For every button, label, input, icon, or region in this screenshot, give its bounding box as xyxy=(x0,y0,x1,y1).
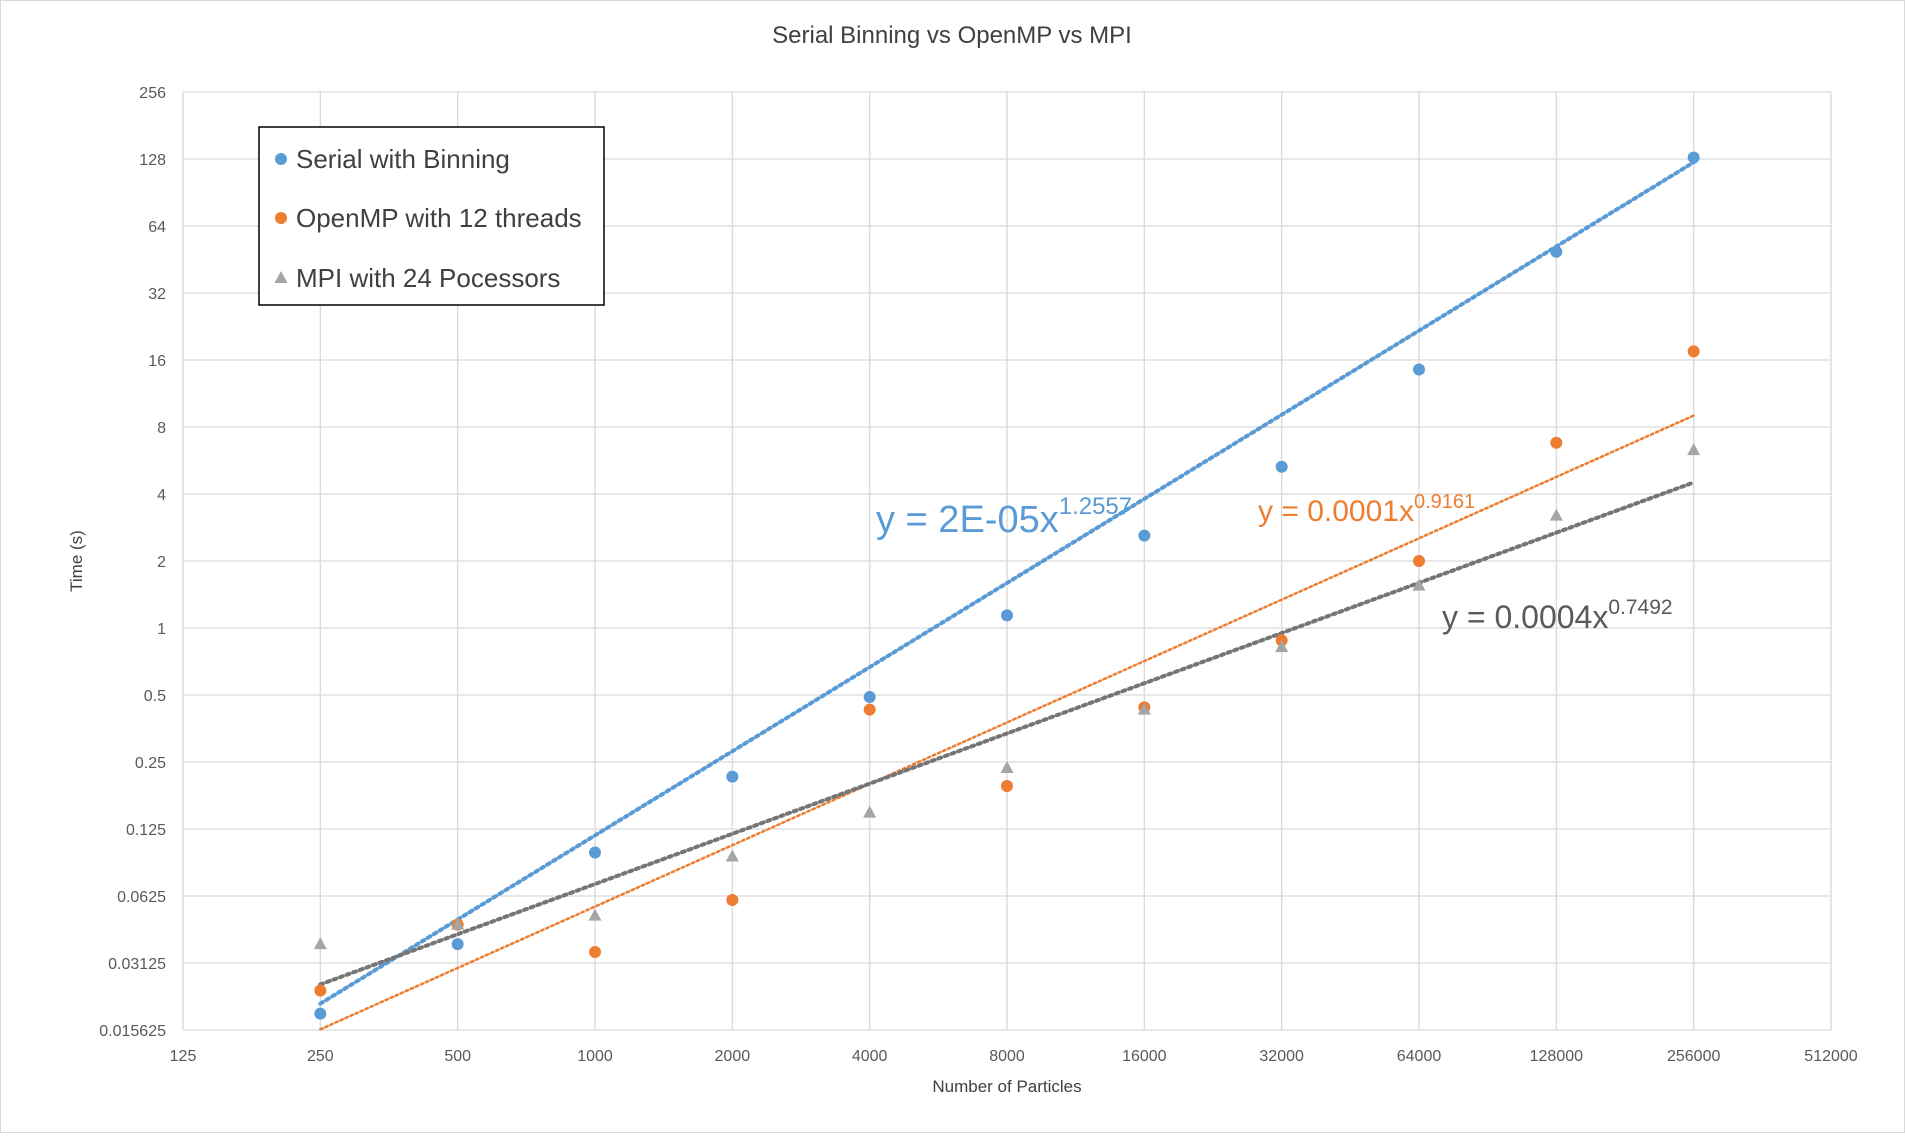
y-tick-label: 8 xyxy=(157,420,166,437)
data-point xyxy=(1001,609,1013,622)
data-point xyxy=(1138,529,1151,542)
data-point xyxy=(863,703,876,716)
data-point xyxy=(726,893,739,906)
data-point xyxy=(1687,443,1701,456)
data-point xyxy=(314,1007,327,1020)
trendline-equation: y = 0.0004x0.7492 xyxy=(1442,596,1673,635)
data-point xyxy=(1275,640,1289,653)
legend: Serial with Binning OpenMP with 12 thread… xyxy=(258,126,605,306)
data-point xyxy=(1137,702,1151,715)
data-point xyxy=(589,846,601,859)
data-point xyxy=(451,917,465,930)
y-tick-label: 2 xyxy=(157,554,166,571)
trendline-1 xyxy=(319,414,1695,1031)
x-tick-label: 250 xyxy=(307,1048,334,1065)
y-axis-label: Time (s) xyxy=(67,530,86,592)
x-tick-label: 2000 xyxy=(715,1048,751,1065)
data-point xyxy=(726,770,739,783)
data-point xyxy=(725,849,739,862)
data-point xyxy=(1413,555,1425,567)
y-tick-label: 1 xyxy=(157,621,166,638)
x-tick-label: 4000 xyxy=(852,1048,888,1065)
data-point xyxy=(1687,345,1700,358)
y-tick-label: 256 xyxy=(139,85,166,102)
y-tick-labels: 0.015625 0.03125 0.0625 0.125 0.25 0.5 1 2 4 8 16 3… xyxy=(99,85,166,1040)
y-tick-label: 0.125 xyxy=(126,822,166,839)
y-tick-label: 32 xyxy=(148,286,166,303)
data-point xyxy=(863,805,877,818)
trendline-0 xyxy=(318,160,1696,1006)
legend-marker xyxy=(275,212,287,224)
trendline-2 xyxy=(318,480,1696,987)
data-point xyxy=(863,690,876,703)
x-tick-label: 128000 xyxy=(1530,1048,1583,1065)
x-tick-label: 8000 xyxy=(989,1048,1025,1065)
legend-label: OpenMP with 12 threads xyxy=(296,203,582,233)
y-tick-label: 0.5 xyxy=(144,688,166,705)
equation-base: y = 0.0004x xyxy=(1442,599,1608,635)
data-point xyxy=(1550,245,1563,258)
y-tick-label: 4 xyxy=(157,487,166,504)
y-tick-label: 128 xyxy=(139,152,166,169)
x-axis-label: Number of Particles xyxy=(932,1077,1081,1096)
chart-title: Serial Binning vs OpenMP vs MPI xyxy=(772,22,1132,49)
y-tick-label: 0.015625 xyxy=(99,1023,166,1040)
x-tick-label: 512000 xyxy=(1804,1048,1857,1065)
data-point xyxy=(1275,460,1288,473)
y-tick-label: 0.25 xyxy=(135,755,166,772)
x-tick-label: 16000 xyxy=(1122,1048,1167,1065)
data-point xyxy=(1000,760,1014,773)
legend-marker xyxy=(275,153,287,165)
data-point xyxy=(1413,363,1425,376)
legend-marker xyxy=(274,271,288,283)
data-point xyxy=(314,984,327,997)
data-point xyxy=(313,937,327,950)
y-tick-label: 0.0625 xyxy=(117,889,166,906)
equation-base: y = 2E-05x xyxy=(876,499,1059,541)
x-tick-label: 1000 xyxy=(577,1048,613,1065)
data-point xyxy=(1549,508,1563,521)
equation-exponent: 1.2557 xyxy=(1059,493,1132,520)
data-point xyxy=(589,946,601,959)
x-tick-label: 64000 xyxy=(1397,1048,1442,1065)
trendline-equation: y = 0.0001x0.9161 xyxy=(1258,491,1475,528)
data-point xyxy=(1412,578,1426,591)
legend-label: Serial with Binning xyxy=(296,144,510,174)
trendline-equation: y = 2E-05x1.2557 xyxy=(876,493,1132,541)
equation-base: y = 0.0001x xyxy=(1258,495,1414,528)
data-point xyxy=(451,938,464,951)
x-tick-labels: 125 250 500 1000 2000 4000 8000 16000 32000 64000… xyxy=(170,1048,1858,1065)
data-points xyxy=(313,151,1701,1020)
data-point xyxy=(588,908,602,921)
y-tick-label: 64 xyxy=(148,219,166,236)
equation-exponent: 0.7492 xyxy=(1608,596,1672,619)
data-point xyxy=(1001,780,1013,793)
x-tick-label: 256000 xyxy=(1667,1048,1720,1065)
equation-exponent: 0.9161 xyxy=(1414,491,1475,513)
legend-box xyxy=(258,126,605,306)
y-tick-label: 0.03125 xyxy=(108,956,166,973)
x-tick-label: 125 xyxy=(170,1048,197,1065)
legend-label: MPI with 24 Pocessors xyxy=(296,263,560,293)
data-point xyxy=(1687,151,1700,164)
x-tick-label: 500 xyxy=(444,1048,471,1065)
trendlines xyxy=(318,160,1696,1031)
data-point xyxy=(1550,436,1563,449)
y-tick-label: 16 xyxy=(148,353,166,370)
x-tick-label: 32000 xyxy=(1259,1048,1304,1065)
